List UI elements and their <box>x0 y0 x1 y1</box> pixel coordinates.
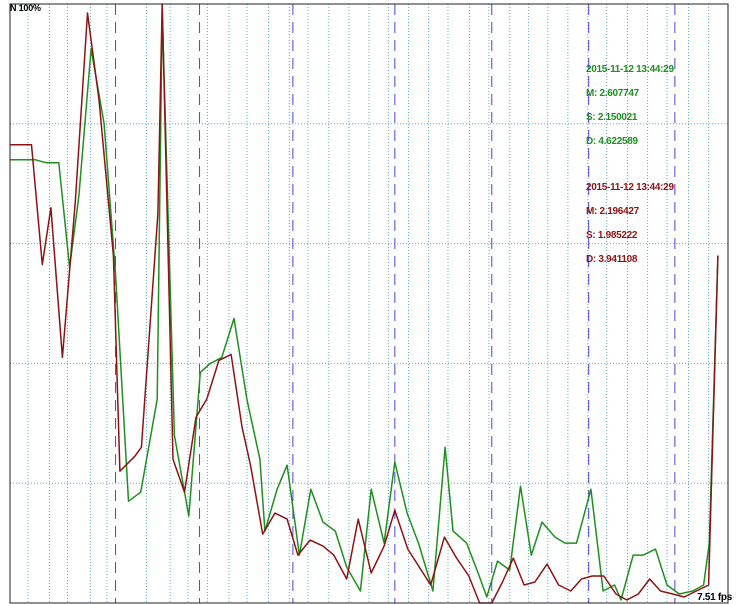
series-lines <box>10 3 719 604</box>
grid-lines <box>10 4 728 603</box>
stats-red-d: D: 3.941108 <box>586 254 638 265</box>
stats-green: 2015-11-12 13:44:29 M: 2.607747 S: 2.150… <box>586 58 674 154</box>
stats-green-m: M: 2.607747 <box>586 88 639 99</box>
plot-border <box>9 3 729 604</box>
fps-label: 7.51 fps <box>697 592 732 603</box>
stats-red-timestamp: 2015-11-12 13:44:29 <box>586 182 674 193</box>
stats-red-m: M: 2.196427 <box>586 206 639 217</box>
series-line-red <box>10 3 719 604</box>
stats-red-s: S: 1.985222 <box>586 230 638 241</box>
stats-red: 2015-11-12 13:44:29 M: 2.196427 S: 1.985… <box>586 176 674 272</box>
stats-green-d: D: 4.622589 <box>586 136 638 147</box>
stats-green-s: S: 2.150021 <box>586 112 638 123</box>
series-line-green <box>10 9 719 601</box>
stats-green-timestamp: 2015-11-12 13:44:29 <box>586 64 674 75</box>
corner-label: N 100% <box>10 3 41 13</box>
